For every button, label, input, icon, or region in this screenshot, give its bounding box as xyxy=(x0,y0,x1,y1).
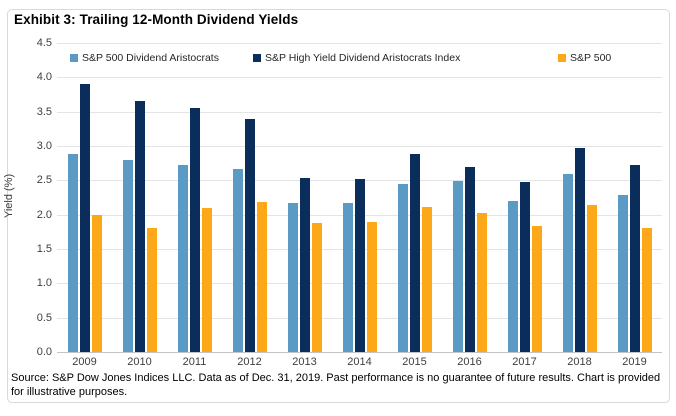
gridline xyxy=(57,111,662,113)
legend-label: S&P High Yield Dividend Aristocrats Inde… xyxy=(265,52,461,64)
legend-item: S&P 500 xyxy=(558,52,611,64)
legend-item: S&P 500 Dividend Aristocrats xyxy=(70,52,219,64)
bar-group-2016 xyxy=(442,43,497,352)
bar-group-2015 xyxy=(387,43,442,352)
bar xyxy=(122,159,133,352)
bar xyxy=(464,166,475,352)
source-note: Source: S&P Dow Jones Indices LLC. Data … xyxy=(11,372,661,398)
x-tick-label: 2017 xyxy=(512,356,537,368)
bar xyxy=(366,221,377,352)
bar xyxy=(452,181,463,352)
x-tick-label: 2011 xyxy=(182,356,207,368)
bar xyxy=(507,200,518,352)
bar-group-2017 xyxy=(497,43,552,352)
y-tick-label: 3.0 xyxy=(36,140,52,152)
bar-group-2010 xyxy=(112,43,167,352)
x-tick-label: 2010 xyxy=(127,356,152,368)
bar xyxy=(79,84,90,352)
plot-area: S&P 500 Dividend Aristocrats S&P High Yie… xyxy=(57,43,662,353)
bar-groups xyxy=(57,43,662,352)
panel-border xyxy=(7,9,670,403)
bar xyxy=(134,101,145,352)
x-axis-tick-labels: 2009 2010 2011 2012 2013 2014 2015 2016 2017 2018… xyxy=(57,356,662,368)
x-tick-label: 2009 xyxy=(72,356,97,368)
gridline xyxy=(57,77,662,79)
x-tick-label: 2019 xyxy=(622,356,647,368)
y-tick-label: 1.5 xyxy=(36,243,52,255)
bar xyxy=(531,226,542,352)
bar xyxy=(256,202,267,352)
bar xyxy=(67,154,78,352)
bar xyxy=(617,194,628,352)
bar-group-2019 xyxy=(607,43,662,352)
y-tick-label: 0.0 xyxy=(36,346,52,358)
bar-group-2014 xyxy=(332,43,387,352)
x-tick-label: 2014 xyxy=(347,356,372,368)
bar xyxy=(189,108,200,352)
y-tick-label: 0.5 xyxy=(36,311,52,324)
bar xyxy=(519,181,530,352)
bar xyxy=(586,205,597,352)
bar-group-2018 xyxy=(552,43,607,352)
y-tick-label: 1.0 xyxy=(36,277,52,290)
bar xyxy=(232,168,243,352)
bar-group-2011 xyxy=(167,43,222,352)
bar xyxy=(311,222,322,352)
bar xyxy=(177,165,188,352)
gridline xyxy=(57,146,662,147)
bar-group-2009 xyxy=(57,43,112,352)
bar xyxy=(342,203,353,352)
bar xyxy=(146,227,157,352)
y-tick-label: 4.0 xyxy=(36,71,52,84)
bar xyxy=(562,174,573,352)
legend-item: S&P High Yield Dividend Aristocrats Inde… xyxy=(253,52,460,64)
legend-label: S&P 500 xyxy=(570,52,612,64)
gridline xyxy=(57,43,662,44)
y-tick-label: 3.5 xyxy=(36,105,52,118)
x-tick-label: 2015 xyxy=(402,356,427,368)
legend-swatch-icon xyxy=(70,54,78,62)
legend-label: S&P 500 Dividend Aristocrats xyxy=(82,52,219,64)
bar-group-2013 xyxy=(277,43,332,352)
bar xyxy=(409,153,420,352)
y-tick-label: 4.5 xyxy=(36,37,52,49)
bar xyxy=(476,212,487,352)
x-tick-label: 2012 xyxy=(237,356,262,368)
bar xyxy=(299,178,310,352)
y-tick-label: 2.0 xyxy=(36,208,52,221)
y-axis-tick-labels: 4.5 4.0 3.5 3.0 2.5 2.0 1.5 1.0 0.5 0.0 xyxy=(0,37,52,358)
y-tick-label: 2.5 xyxy=(36,174,52,187)
bar xyxy=(421,207,432,352)
legend-swatch-icon xyxy=(558,54,566,62)
legend-swatch-icon xyxy=(253,54,261,62)
bar xyxy=(287,203,298,352)
bar-group-2012 xyxy=(222,43,277,352)
bar xyxy=(244,118,255,352)
bar xyxy=(201,207,212,352)
x-tick-label: 2013 xyxy=(292,356,317,368)
bar xyxy=(629,165,640,352)
exhibit-title: Exhibit 3: Trailing 12-Month Dividend Yi… xyxy=(14,12,299,27)
x-tick-label: 2018 xyxy=(567,356,592,368)
x-tick-label: 2016 xyxy=(457,356,482,368)
bar xyxy=(641,228,652,352)
bar xyxy=(354,178,365,352)
bar xyxy=(397,183,408,352)
bar xyxy=(574,148,585,352)
bar xyxy=(91,214,102,352)
